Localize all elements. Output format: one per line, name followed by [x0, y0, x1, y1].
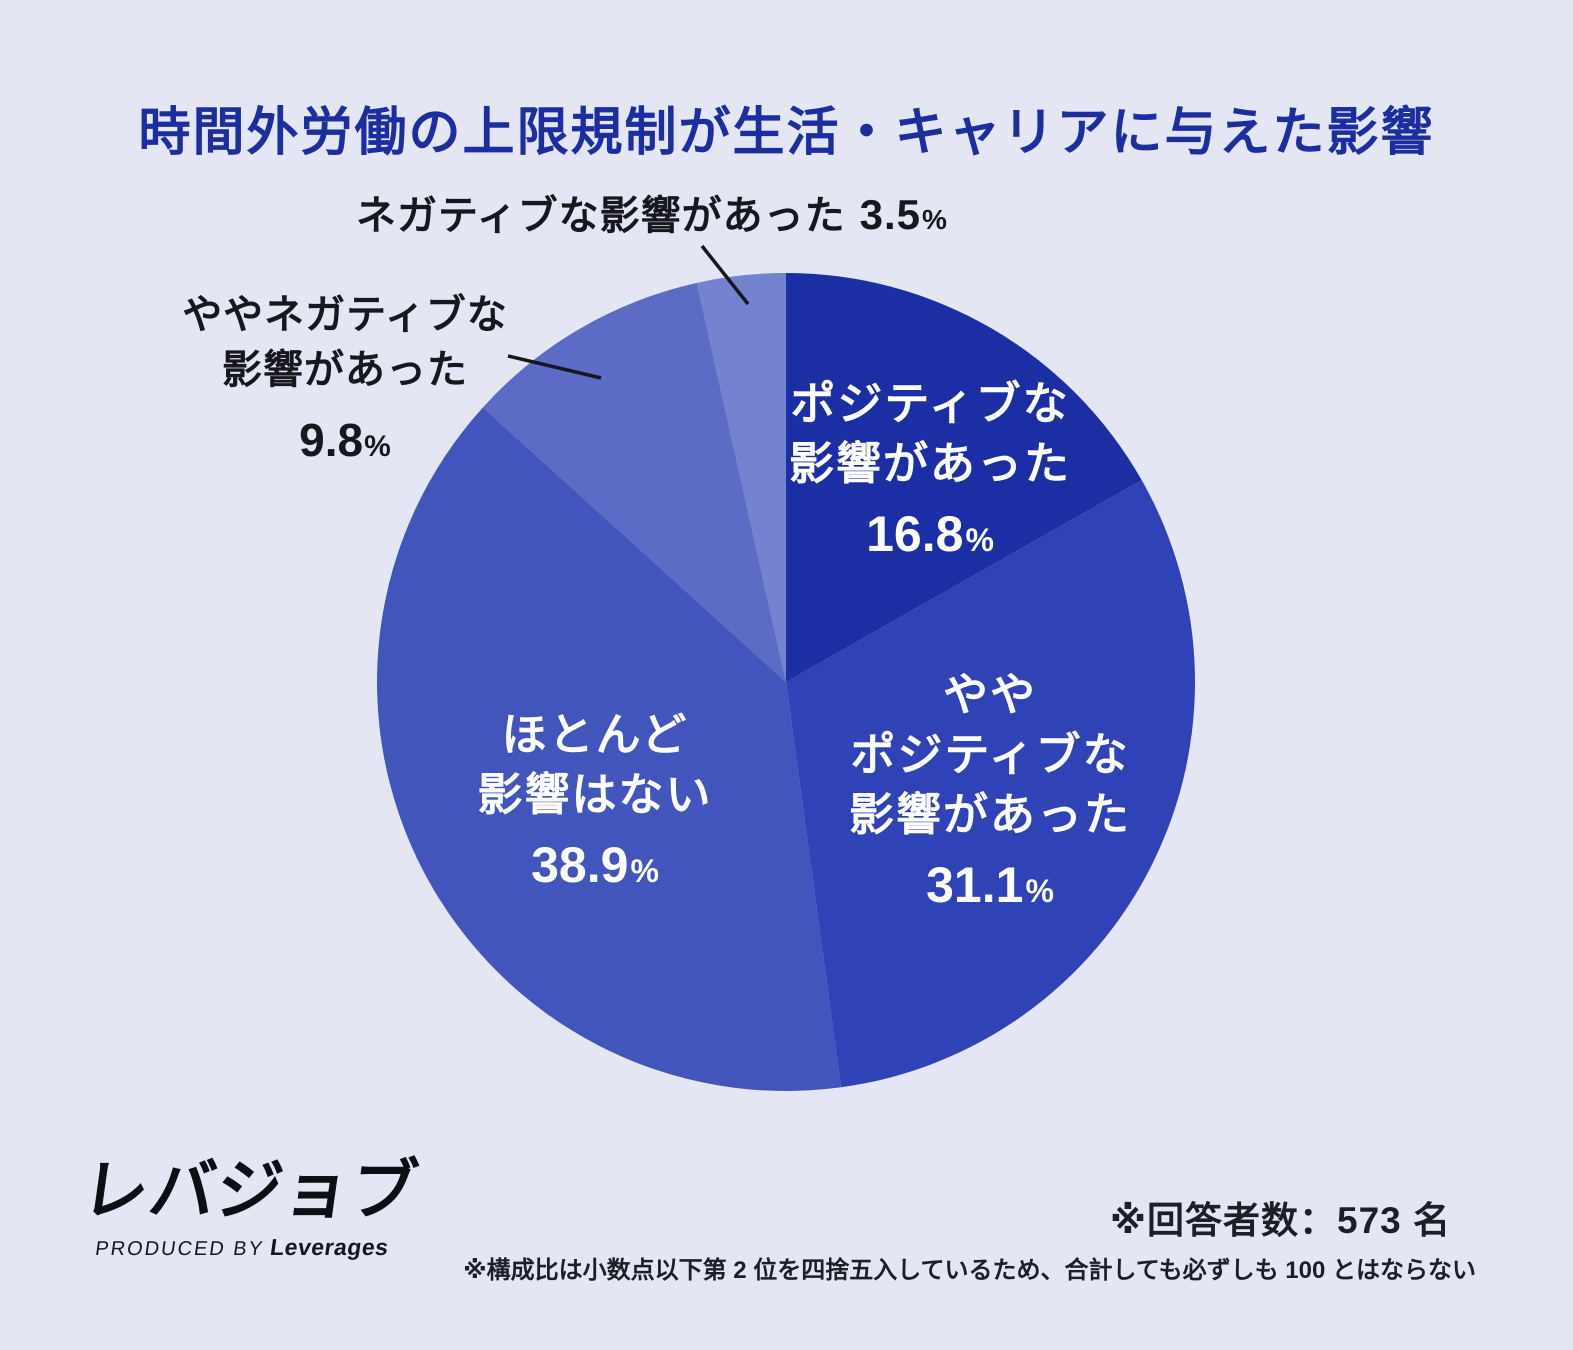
slice-value-unit: %: [965, 522, 994, 558]
levajob-logo-text: レバジョブ: [77, 1153, 423, 1227]
slice-value-number: 9.8: [299, 414, 364, 466]
pie-slices: [377, 273, 1195, 1091]
respondents-note: ※回答者数：573 名: [1110, 1200, 1451, 1241]
slice-value: 16.8%: [710, 506, 1150, 568]
rounding-note: ※構成比は小数点以下第 2 位を四捨五入しているため、合計しても必ずしも 100…: [463, 1257, 1476, 1284]
slice-label-line: ポジティブな: [790, 378, 1070, 429]
levajob-logo: レバジョブ PRODUCED BY Leverages: [70, 1150, 426, 1261]
leader-line-negative: [700, 244, 750, 306]
slice-label-line: 影響があった: [222, 348, 468, 392]
pie-slice-positive: [786, 273, 1142, 682]
slice-value-number: 38.9: [531, 837, 629, 893]
slice-label-text: ネガティブな影響があった: [356, 194, 846, 238]
slice-value-unit: %: [364, 430, 391, 463]
slice-label-somewhat-negative: ややネガティブな 影響があった 9.8%: [135, 288, 555, 473]
pie-slice-somewhat-positive: [786, 480, 1195, 1088]
slice-value-number: 16.8: [866, 506, 964, 562]
slice-label-no-effect: ほとんど 影響はない 38.9%: [375, 705, 815, 899]
chart-title: 時間外労働の上限規制が生活・キャリアに与えた影響: [138, 104, 1435, 162]
leader-line-somewhat-negative: [507, 354, 602, 380]
pie-slice-no-effect: [377, 407, 842, 1091]
slice-label-line: やや: [942, 669, 1037, 720]
slice-label-line: 影響があった: [848, 789, 1131, 840]
levajob-logo-subtext: PRODUCED BY Leverages: [70, 1234, 414, 1261]
slice-label-line: 影響はない: [477, 769, 713, 820]
slice-value-unit: %: [630, 853, 659, 889]
slice-value-number: 31.1: [926, 857, 1024, 913]
pie-slice-negative: [696, 273, 786, 682]
slice-label-negative: ネガティブな影響があった 3.5%: [322, 190, 982, 245]
slice-value-number: 3.5: [859, 191, 922, 238]
leverages-brand: Leverages: [268, 1234, 391, 1260]
slice-label-line: 影響があった: [788, 438, 1071, 489]
slice-label-line: ややネガティブな: [182, 293, 508, 337]
slice-label-line: ポジティブな: [850, 729, 1130, 780]
slice-label-positive: ポジティブな 影響があった 16.8%: [710, 374, 1150, 568]
produced-by-label: PRODUCED BY: [93, 1238, 266, 1260]
slice-value: 9.8%: [135, 414, 555, 473]
slice-value-unit: %: [922, 204, 948, 235]
slice-value: 38.9%: [375, 837, 815, 899]
pie-slice-somewhat-negative: [482, 282, 786, 682]
slice-value-unit: %: [1025, 873, 1054, 909]
slice-label-somewhat-positive: やや ポジティブな 影響があった 31.1%: [770, 665, 1210, 919]
slice-value: 31.1%: [770, 857, 1210, 919]
slice-label-line: ほとんど: [501, 709, 689, 760]
